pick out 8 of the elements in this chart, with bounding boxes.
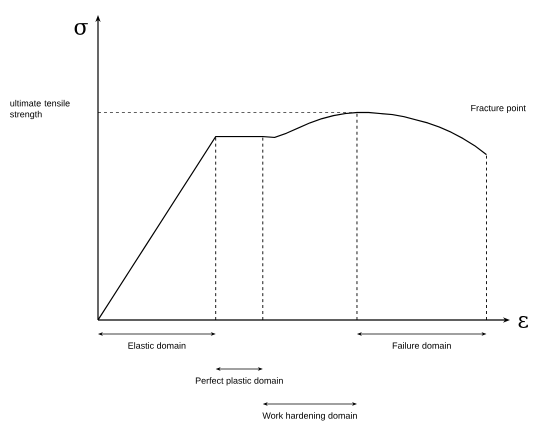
y-axis-title: σ [74,23,88,35]
annotation: Fracture point [471,104,526,113]
text: Work hardening domain [262,412,357,421]
text: Failure domain [392,342,451,349]
text: Elastic domain [128,342,186,349]
ref-line-label: ultimate tensile strength [10,100,70,120]
x-axis-title: ε [518,316,528,328]
text: Perfect plastic domain [196,377,283,386]
